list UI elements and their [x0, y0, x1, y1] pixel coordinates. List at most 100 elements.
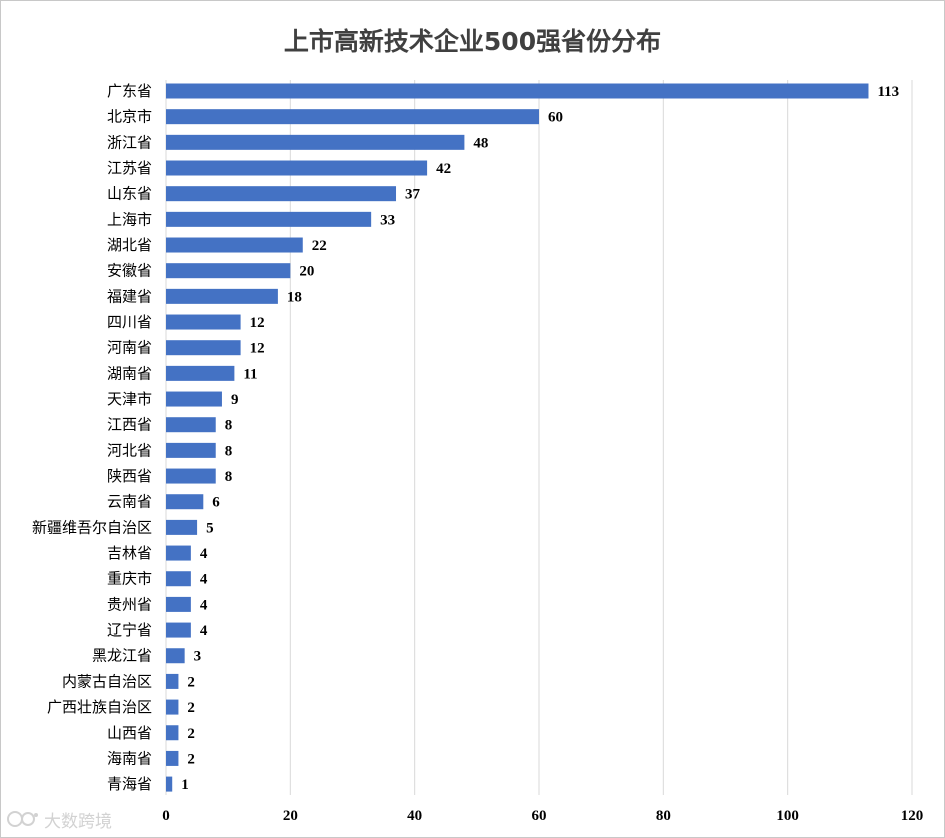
value-label: 60	[548, 110, 563, 126]
bar	[166, 545, 191, 561]
category-label: 内蒙古自治区	[62, 672, 152, 690]
value-label: 42	[436, 161, 451, 177]
value-label: 33	[380, 212, 395, 228]
category-label: 辽宁省	[107, 621, 152, 639]
bar	[166, 468, 216, 484]
category-label: 北京市	[107, 108, 152, 126]
bar	[166, 237, 303, 253]
category-label: 福建省	[107, 287, 152, 305]
value-label: 2	[187, 674, 195, 690]
category-label: 云南省	[107, 493, 152, 511]
value-label: 8	[225, 418, 233, 434]
bar	[166, 211, 372, 227]
value-label: 2	[187, 726, 195, 742]
bar	[166, 365, 235, 381]
category-label: 青海省	[107, 775, 152, 793]
value-label: 4	[200, 572, 208, 588]
bar	[166, 340, 241, 356]
category-label: 陕西省	[107, 467, 152, 485]
value-label: 9	[231, 392, 239, 408]
value-label: 4	[200, 597, 208, 613]
value-label: 4	[200, 546, 208, 562]
bar	[166, 673, 179, 689]
bar	[166, 648, 185, 664]
bar	[166, 596, 191, 612]
x-tick-label: 120	[901, 808, 924, 824]
x-tick-label: 40	[407, 808, 422, 824]
category-label: 广东省	[107, 82, 152, 100]
category-label: 湖南省	[107, 364, 152, 382]
value-label: 20	[299, 264, 314, 280]
bar	[166, 109, 539, 125]
bars	[166, 83, 869, 792]
bar	[166, 263, 291, 279]
value-label: 18	[287, 289, 302, 305]
value-label: 12	[250, 315, 265, 331]
x-tick-label: 100	[776, 808, 799, 824]
watermark-text: 大数跨境	[44, 811, 112, 832]
value-label: 3	[194, 649, 202, 665]
bar	[166, 699, 179, 715]
category-label: 山东省	[107, 185, 152, 203]
bar	[166, 442, 216, 458]
category-label: 山西省	[107, 724, 152, 742]
value-label: 48	[473, 135, 488, 151]
category-label: 贵州省	[107, 595, 152, 613]
bar	[166, 776, 173, 792]
bar	[166, 725, 179, 741]
value-label: 12	[250, 341, 265, 357]
category-label: 天津市	[107, 390, 152, 408]
category-labels: 广东省北京市浙江省江苏省山东省上海市湖北省安徽省福建省四川省河南省湖南省天津市江…	[32, 82, 152, 793]
category-label: 河北省	[107, 441, 152, 459]
category-label: 黑龙江省	[92, 647, 152, 665]
x-axis-ticks: 0 20 40 60 80 100 120	[162, 808, 923, 824]
category-label: 江西省	[107, 416, 152, 434]
value-labels: 1136048423733222018121211988865444432222…	[181, 84, 899, 793]
value-label: 5	[206, 520, 214, 536]
category-label: 吉林省	[107, 544, 152, 562]
category-label: 重庆市	[107, 570, 152, 588]
value-label: 4	[200, 623, 208, 639]
bar	[166, 83, 869, 99]
bar	[166, 750, 179, 766]
value-label: 22	[312, 238, 327, 254]
value-label: 1	[181, 777, 189, 793]
bar	[166, 417, 216, 433]
x-tick-label: 60	[532, 808, 547, 824]
value-label: 2	[187, 700, 195, 716]
category-label: 海南省	[107, 749, 152, 767]
category-label: 湖北省	[107, 236, 152, 254]
value-label: 37	[405, 187, 421, 203]
bar	[166, 314, 241, 330]
bar	[166, 494, 204, 510]
bar	[166, 186, 397, 202]
category-label: 新疆维吾尔自治区	[32, 518, 152, 536]
value-label: 113	[877, 84, 899, 100]
value-label: 8	[225, 443, 233, 459]
x-tick-label: 0	[162, 808, 170, 824]
category-label: 江苏省	[107, 159, 152, 177]
x-tick-label: 80	[656, 808, 671, 824]
chart-title: 上市高新技术企业500强省份分布	[283, 27, 662, 56]
category-label: 浙江省	[107, 133, 152, 151]
category-label: 河南省	[107, 339, 152, 357]
bar	[166, 571, 191, 587]
category-label: 安徽省	[107, 262, 152, 280]
value-label: 8	[225, 469, 233, 485]
value-label: 11	[243, 366, 257, 382]
bar	[166, 519, 198, 535]
value-label: 6	[212, 495, 220, 511]
x-tick-label: 20	[283, 808, 298, 824]
bar	[166, 134, 465, 150]
logo-icon	[7, 811, 38, 827]
category-label: 广西壮族自治区	[47, 698, 152, 716]
bar	[166, 622, 191, 638]
bar	[166, 160, 428, 176]
category-label: 四川省	[107, 313, 152, 331]
bar	[166, 288, 278, 304]
bar	[166, 391, 222, 407]
watermark: 大数跨境	[6, 806, 112, 832]
value-label: 2	[187, 751, 195, 767]
category-label: 上海市	[107, 210, 152, 228]
